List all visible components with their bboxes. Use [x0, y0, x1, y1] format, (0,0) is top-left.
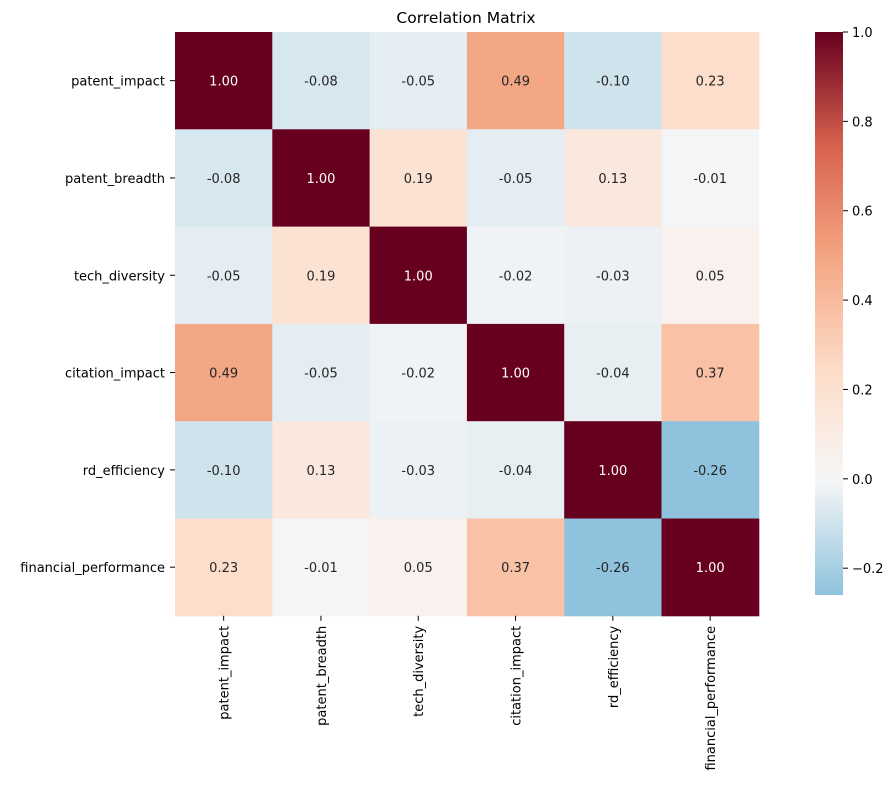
- heatmap-cell: [272, 518, 371, 617]
- cell-annotation: 0.13: [598, 172, 627, 187]
- colorbar-tick-label: 0.0: [852, 473, 873, 488]
- cell-annotation: 1.00: [209, 75, 238, 90]
- heatmap-cell: [564, 129, 662, 228]
- heatmap-cell: [466, 129, 565, 228]
- column-labels: patent_impact patent_breadth tech_diversit…: [218, 615, 719, 771]
- x-tick-label: tech_diversity: [412, 625, 427, 716]
- heatmap-cell: [272, 129, 371, 228]
- heatmap-cell: [564, 323, 662, 422]
- x-tick-label: rd_efficiency: [607, 626, 622, 709]
- colorbar-tick-label: 0.4: [852, 294, 873, 309]
- heatmap-cell: [369, 323, 468, 422]
- heatmap-cell: [564, 421, 662, 519]
- cell-annotation: -0.05: [207, 269, 241, 284]
- colorbar-ticks: −0.2 0.0 0.2 0.4 0.6 0.8 1.0: [843, 26, 884, 577]
- heatmap-cell: [175, 518, 273, 617]
- x-tick-label: patent_breadth: [315, 626, 330, 726]
- row-labels: patent_impact patent_breadth tech_diversit…: [20, 75, 175, 576]
- cell-annotation: -0.01: [693, 172, 727, 187]
- y-tick-label: financial_performance: [20, 561, 165, 576]
- heatmap-cell: [661, 226, 760, 325]
- heatmap-cell: [369, 32, 468, 130]
- cell-annotation: -0.01: [304, 561, 338, 576]
- colorbar-gradient: [815, 32, 843, 595]
- heatmap-cell: [272, 323, 371, 422]
- cell-annotation: -0.10: [207, 464, 241, 479]
- heatmap-cell: [466, 32, 565, 130]
- cell-annotation: -0.02: [499, 269, 533, 284]
- heatmap-cell: [175, 32, 273, 130]
- heatmap-cell: [661, 421, 760, 519]
- cell-annotation: -0.03: [401, 464, 435, 479]
- colorbar-tick-label: 0.8: [852, 115, 873, 130]
- cell-annotation: 1.00: [404, 269, 433, 284]
- y-tick-label: citation_impact: [65, 367, 165, 382]
- heatmap-cell: [564, 226, 662, 325]
- cell-annotation: 0.19: [404, 172, 433, 187]
- cell-annotation: 1.00: [696, 561, 725, 576]
- cell-annotation: -0.26: [596, 561, 630, 576]
- x-tick-label: financial_performance: [704, 626, 719, 771]
- cell-annotation: -0.04: [596, 367, 630, 382]
- heatmap-cell: [564, 518, 662, 617]
- cell-annotation: 0.49: [501, 75, 530, 90]
- heatmap-cell: [369, 226, 468, 325]
- heatmap-cell: [466, 421, 565, 519]
- heatmap-cell: [661, 323, 760, 422]
- cell-annotation: 0.49: [209, 367, 238, 382]
- heatmap-cell: [466, 226, 565, 325]
- heatmap-cell: [369, 421, 468, 519]
- cell-annotation: -0.26: [693, 464, 727, 479]
- y-tick-label: rd_efficiency: [83, 464, 166, 479]
- cell-annotation: 1.00: [501, 367, 530, 382]
- cell-annotation: 0.13: [306, 464, 335, 479]
- heatmap-cells: 1.00 -0.08 -0.05 0.49 -0.10 0.23 -0.08 1.00 0.19…: [175, 32, 760, 617]
- cell-annotation: -0.08: [304, 75, 338, 90]
- heatmap-cell: [466, 518, 565, 617]
- cell-annotation: 0.05: [696, 269, 725, 284]
- cell-annotation: 0.23: [696, 75, 725, 90]
- y-tick-label: tech_diversity: [74, 269, 165, 284]
- colorbar: −0.2 0.0 0.2 0.4 0.6 0.8 1.0: [815, 26, 884, 595]
- heatmap-cell: [175, 323, 273, 422]
- cell-annotation: -0.03: [596, 269, 630, 284]
- heatmap-cell: [466, 323, 565, 422]
- cell-annotation: 0.37: [501, 561, 530, 576]
- cell-annotation: -0.05: [304, 367, 338, 382]
- heatmap-cell: [272, 32, 371, 130]
- heatmap-cell: [175, 421, 273, 519]
- colorbar-tick-label: 0.2: [852, 383, 873, 398]
- cell-annotation: -0.05: [499, 172, 533, 187]
- cell-annotation: -0.04: [499, 464, 533, 479]
- cell-annotation: 1.00: [598, 464, 627, 479]
- colorbar-tick-label: 1.0: [852, 26, 873, 41]
- colorbar-tick-label: −0.2: [852, 562, 884, 577]
- x-tick-label: patent_impact: [218, 626, 233, 720]
- cell-annotation: 1.00: [306, 172, 335, 187]
- cell-annotation: -0.08: [207, 172, 241, 187]
- heatmap-cell: [175, 226, 273, 325]
- cell-annotation: 0.23: [209, 561, 238, 576]
- chart-title: Correlation Matrix: [396, 9, 535, 27]
- y-tick-label: patent_impact: [71, 75, 165, 90]
- heatmap-cell: [661, 129, 760, 228]
- heatmap-cell: [272, 421, 371, 519]
- y-tick-label: patent_breadth: [65, 172, 165, 187]
- cell-annotation: -0.02: [401, 367, 435, 382]
- heatmap-cell: [661, 518, 760, 617]
- heatmap-cell: [175, 129, 273, 228]
- cell-annotation: 0.19: [306, 269, 335, 284]
- heatmap-cell: [272, 226, 371, 325]
- cell-annotation: 0.05: [404, 561, 433, 576]
- cell-annotation: -0.10: [596, 75, 630, 90]
- heatmap-cell: [369, 518, 468, 617]
- heatmap-cell: [564, 32, 662, 130]
- x-tick-label: citation_impact: [510, 626, 525, 726]
- heatmap-cell: [369, 129, 468, 228]
- cell-annotation: -0.05: [401, 75, 435, 90]
- colorbar-tick-label: 0.6: [852, 205, 873, 220]
- heatmap-cell: [661, 32, 760, 130]
- cell-annotation: 0.37: [696, 367, 725, 382]
